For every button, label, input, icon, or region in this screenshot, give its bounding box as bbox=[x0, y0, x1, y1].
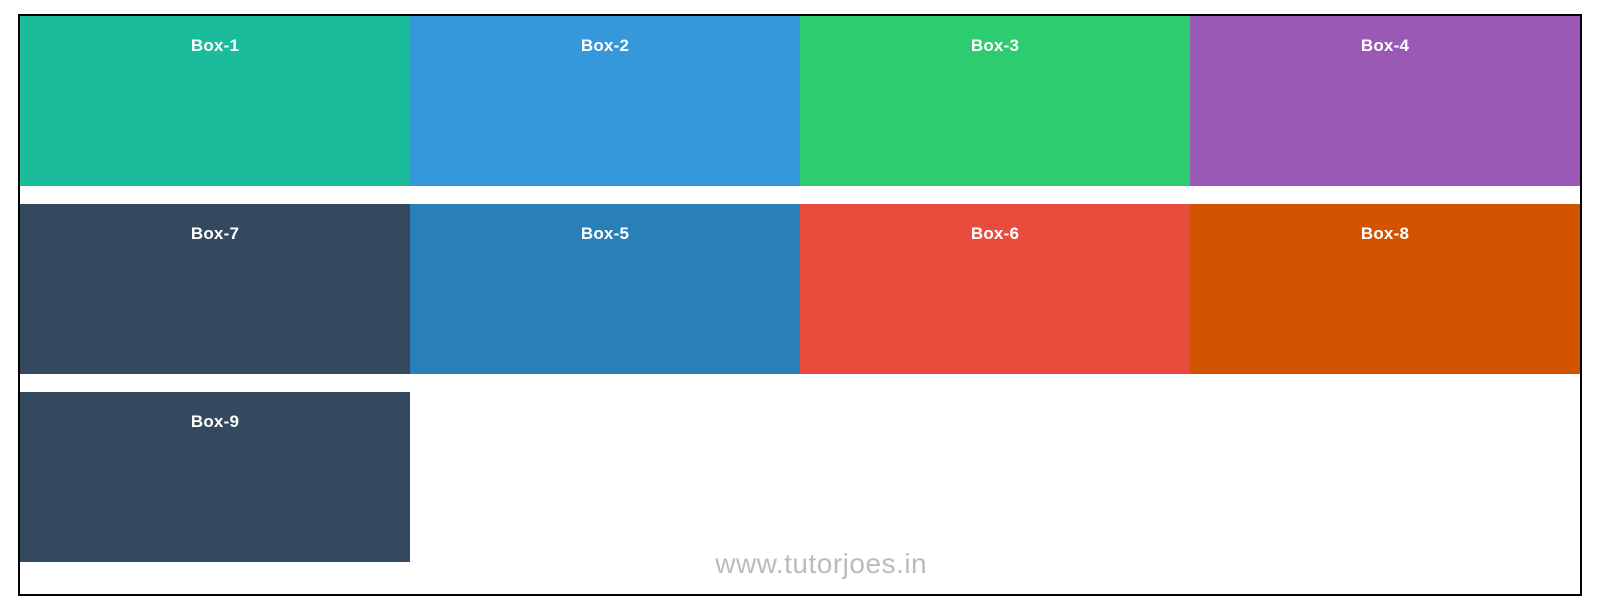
box-1: Box-1 bbox=[20, 16, 410, 186]
box-8: Box-8 bbox=[1190, 204, 1580, 374]
box-9-label: Box-9 bbox=[191, 412, 239, 431]
box-6: Box-6 bbox=[800, 204, 1190, 374]
box-3: Box-3 bbox=[800, 16, 1190, 186]
row-2: Box-7 Box-5 Box-6 Box-8 bbox=[20, 204, 1580, 374]
box-1-label: Box-1 bbox=[191, 36, 239, 55]
box-5-label: Box-5 bbox=[581, 224, 629, 243]
box-4-label: Box-4 bbox=[1361, 36, 1409, 55]
box-9: Box-9 bbox=[20, 392, 410, 562]
box-7-label: Box-7 bbox=[191, 224, 239, 243]
box-7: Box-7 bbox=[20, 204, 410, 374]
row-3: Box-9 bbox=[20, 392, 1580, 562]
box-6-label: Box-6 bbox=[971, 224, 1019, 243]
row-1: Box-1 Box-2 Box-3 Box-4 bbox=[20, 16, 1580, 186]
box-8-label: Box-8 bbox=[1361, 224, 1409, 243]
box-2: Box-2 bbox=[410, 16, 800, 186]
box-2-label: Box-2 bbox=[581, 36, 629, 55]
box-3-label: Box-3 bbox=[971, 36, 1019, 55]
grid-container: Box-1 Box-2 Box-3 Box-4 Box-7 Box-5 Box-… bbox=[18, 14, 1582, 596]
box-5: Box-5 bbox=[410, 204, 800, 374]
box-4: Box-4 bbox=[1190, 16, 1580, 186]
